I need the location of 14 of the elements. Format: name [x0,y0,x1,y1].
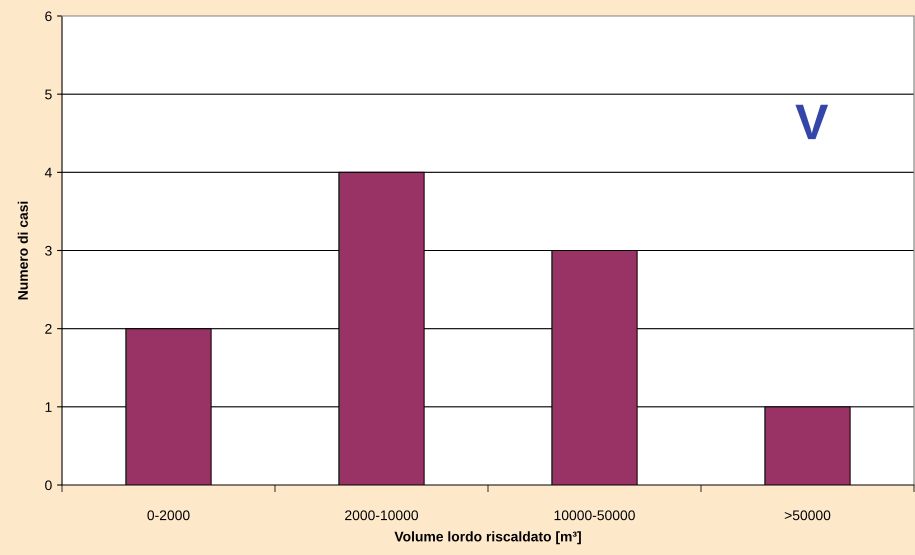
x-axis-title: Volume lordo riscaldato [m³] [394,531,581,544]
annotation: V [795,104,828,140]
y-tick-label: 5 [45,90,52,100]
y-tick-label: 4 [44,168,52,178]
y-tick-label: 2 [45,324,52,334]
x-tick-label: 10000-50000 [554,510,635,520]
x-tick-label: 2000-10000 [345,510,418,520]
y-axis-title: Numero di casi [18,202,28,300]
y-tick-label: 0 [45,480,52,490]
x-tick-label: >50000 [784,510,830,520]
y-tick-label: 3 [45,246,52,256]
x-tick-label: 0-2000 [147,510,190,520]
y-tick-label: 1 [46,402,52,412]
y-tick-label: 6 [45,11,52,22]
